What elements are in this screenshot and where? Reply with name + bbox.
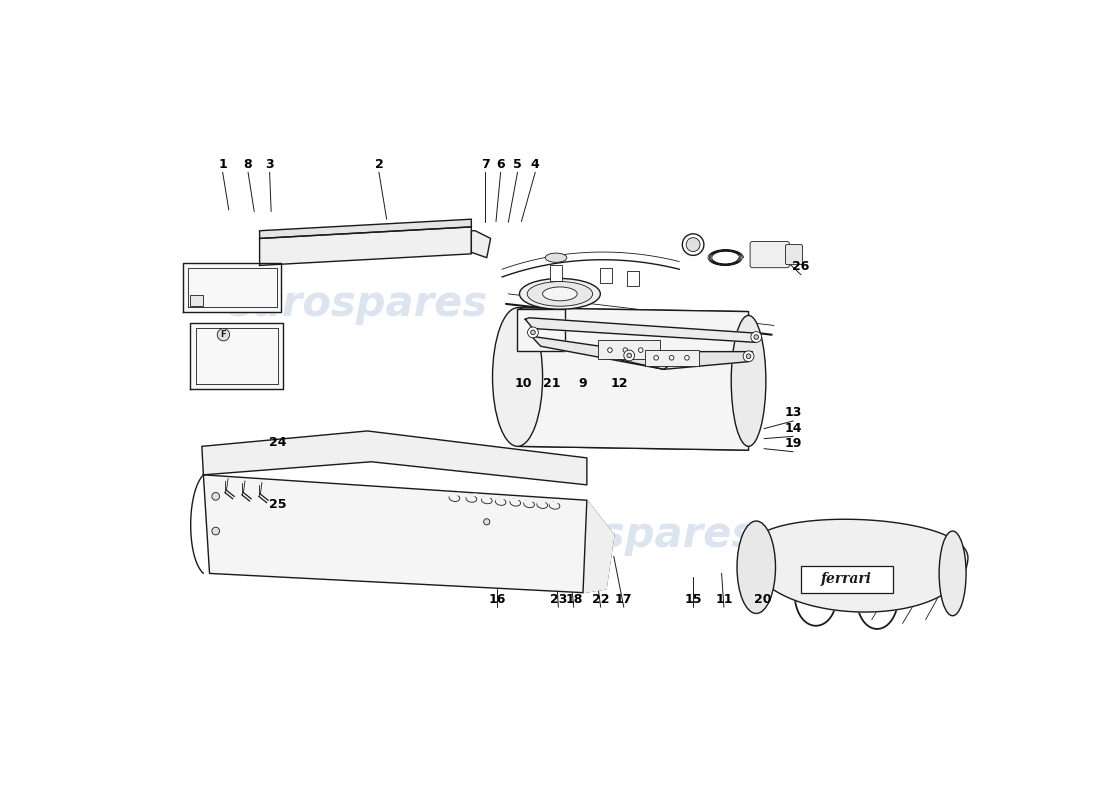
Polygon shape — [190, 323, 283, 389]
Text: F: F — [221, 330, 227, 339]
Text: 1: 1 — [218, 158, 227, 170]
FancyBboxPatch shape — [801, 566, 892, 593]
Circle shape — [528, 327, 538, 338]
Ellipse shape — [510, 499, 520, 506]
Ellipse shape — [546, 253, 566, 262]
Ellipse shape — [737, 521, 775, 614]
FancyBboxPatch shape — [785, 245, 803, 265]
Polygon shape — [183, 263, 282, 311]
Bar — [189, 294, 204, 306]
Text: 25: 25 — [268, 498, 286, 511]
Polygon shape — [749, 519, 968, 612]
Circle shape — [686, 238, 700, 251]
Text: 8: 8 — [244, 158, 252, 170]
Text: eurospares: eurospares — [494, 514, 757, 556]
Ellipse shape — [527, 282, 593, 306]
Text: 17: 17 — [615, 593, 632, 606]
Polygon shape — [583, 500, 614, 593]
Polygon shape — [202, 431, 587, 485]
Circle shape — [624, 350, 635, 361]
Polygon shape — [260, 219, 472, 238]
Ellipse shape — [524, 501, 535, 508]
Ellipse shape — [482, 497, 492, 504]
Polygon shape — [627, 270, 639, 286]
Text: 6: 6 — [496, 158, 505, 170]
Text: 2: 2 — [375, 158, 383, 170]
Text: ferrari: ferrari — [821, 572, 872, 586]
Circle shape — [484, 518, 490, 525]
Text: 26: 26 — [792, 260, 810, 273]
Circle shape — [744, 351, 754, 362]
Text: 14: 14 — [784, 422, 802, 435]
Ellipse shape — [449, 494, 460, 502]
Circle shape — [212, 527, 220, 535]
FancyBboxPatch shape — [517, 310, 564, 351]
Ellipse shape — [493, 308, 542, 446]
Ellipse shape — [519, 278, 601, 310]
Text: eurospares: eurospares — [224, 283, 487, 325]
Circle shape — [669, 355, 674, 360]
Circle shape — [746, 354, 751, 358]
Polygon shape — [618, 352, 752, 370]
Polygon shape — [204, 475, 587, 593]
Text: 22: 22 — [592, 593, 609, 606]
Circle shape — [751, 332, 761, 342]
Polygon shape — [260, 227, 472, 266]
Circle shape — [684, 355, 690, 360]
Circle shape — [754, 334, 759, 339]
Text: 24: 24 — [268, 437, 286, 450]
Ellipse shape — [549, 502, 560, 509]
Text: 9: 9 — [579, 377, 587, 390]
Circle shape — [530, 330, 536, 334]
Circle shape — [623, 348, 628, 353]
Ellipse shape — [939, 531, 966, 616]
Polygon shape — [526, 318, 757, 342]
Text: 11: 11 — [715, 593, 733, 606]
Text: 20: 20 — [754, 593, 771, 606]
Polygon shape — [517, 308, 749, 450]
Ellipse shape — [542, 287, 578, 301]
Polygon shape — [531, 336, 680, 370]
Polygon shape — [472, 230, 491, 258]
Ellipse shape — [495, 498, 506, 506]
FancyBboxPatch shape — [750, 242, 790, 268]
Circle shape — [218, 329, 230, 341]
Text: 16: 16 — [488, 593, 505, 606]
Circle shape — [682, 234, 704, 255]
Text: 10: 10 — [514, 377, 531, 390]
Text: 5: 5 — [514, 158, 521, 170]
Circle shape — [607, 348, 613, 353]
Circle shape — [638, 348, 644, 353]
Polygon shape — [550, 266, 562, 281]
Text: 12: 12 — [610, 377, 628, 390]
Ellipse shape — [537, 502, 548, 509]
Circle shape — [653, 355, 659, 360]
Text: 7: 7 — [481, 158, 490, 170]
Text: 18: 18 — [565, 593, 582, 606]
Circle shape — [627, 353, 631, 358]
Text: 19: 19 — [784, 437, 802, 450]
Text: 3: 3 — [265, 158, 274, 170]
Polygon shape — [600, 268, 613, 283]
Bar — [598, 340, 660, 359]
Ellipse shape — [732, 315, 766, 446]
Text: 21: 21 — [543, 377, 561, 390]
Text: 23: 23 — [550, 593, 566, 606]
Ellipse shape — [466, 495, 476, 502]
Bar — [645, 350, 698, 366]
Circle shape — [212, 493, 220, 500]
Text: 15: 15 — [684, 593, 702, 606]
Text: 13: 13 — [784, 406, 802, 419]
Text: 4: 4 — [531, 158, 540, 170]
